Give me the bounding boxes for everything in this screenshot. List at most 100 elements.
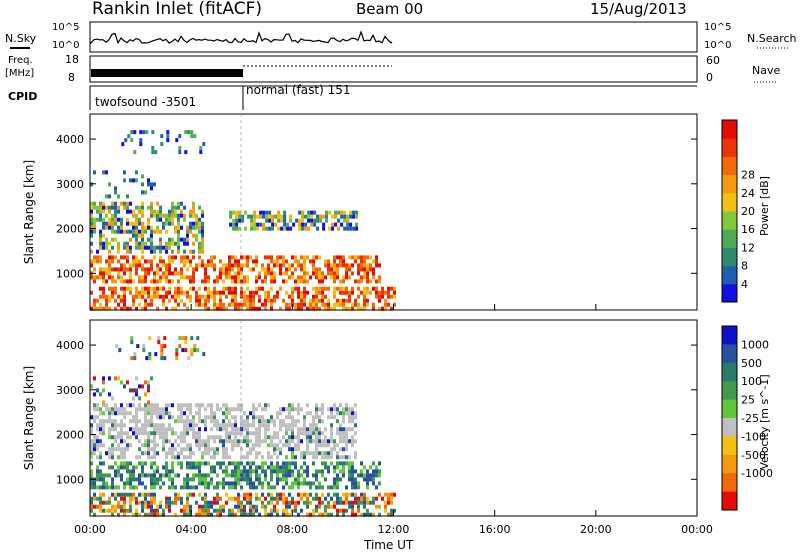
echo-cell <box>336 451 339 456</box>
echo-cell <box>213 298 216 303</box>
echo-cell <box>90 213 93 218</box>
echo-cell <box>240 461 243 466</box>
echo-cell <box>210 411 213 416</box>
echo-cell <box>246 455 249 460</box>
echo-cell <box>195 411 198 416</box>
echo-cell <box>204 461 207 466</box>
echo-cell <box>225 286 228 291</box>
echo-cell <box>237 465 240 470</box>
echo-cell <box>246 431 249 436</box>
echo-cell <box>282 263 285 268</box>
echo-cell <box>204 427 207 432</box>
echo-cell <box>138 279 141 284</box>
echo-cell <box>207 485 210 490</box>
echo-cell <box>184 150 188 155</box>
echo-cell <box>168 298 171 303</box>
echo-cell <box>288 473 291 478</box>
echo-cell <box>249 302 252 307</box>
echo-cell <box>310 218 314 223</box>
echo-cell <box>237 492 240 497</box>
echo-cell <box>357 500 360 505</box>
echo-cell <box>216 485 219 490</box>
echo-cell <box>114 279 117 284</box>
echo-cell <box>105 225 108 230</box>
echo-cell <box>123 294 126 299</box>
echo-cell <box>156 213 159 218</box>
echo-cell <box>139 138 143 143</box>
echo-cell <box>285 267 288 272</box>
echo-cell <box>159 205 162 210</box>
echo-cell <box>222 263 225 268</box>
echo-cell <box>294 500 297 505</box>
echo-cell <box>135 419 138 424</box>
echo-cell <box>135 427 138 432</box>
echo-cell <box>264 306 267 311</box>
echo-cell <box>114 411 117 416</box>
echo-cell <box>270 477 273 482</box>
noise-strip: N.Sky 10^5 10^0 10^5 10^0 N.Search <box>5 21 797 53</box>
echo-cell <box>126 205 129 210</box>
echo-cell <box>312 263 315 268</box>
echo-cell <box>99 286 102 291</box>
echo-cell <box>177 435 180 440</box>
echo-cell <box>372 496 375 501</box>
echo-cell <box>138 396 141 401</box>
echo-cell <box>148 336 152 341</box>
echo-cell <box>90 455 93 460</box>
echo-cell <box>336 496 339 501</box>
echo-cell <box>201 209 204 214</box>
echo-cell <box>222 302 225 307</box>
echo-cell <box>243 302 246 307</box>
echo-cell <box>258 271 261 276</box>
echo-cell <box>183 485 186 490</box>
echo-cell <box>123 485 126 490</box>
echo-cell <box>111 225 114 230</box>
echo-cell <box>207 439 210 444</box>
echo-cell <box>207 290 210 295</box>
echo-cell <box>204 298 207 303</box>
echo-cell <box>357 496 360 501</box>
echo-cell <box>184 130 188 135</box>
echo-cell <box>189 249 192 254</box>
echo-cell <box>153 423 156 428</box>
echo-cell <box>198 481 201 486</box>
echo-cell <box>216 481 219 486</box>
echo-cell <box>204 473 207 478</box>
echo-cell <box>153 407 156 412</box>
echo-cell <box>273 259 276 264</box>
echo-cell <box>318 271 321 276</box>
echo-cell <box>141 423 144 428</box>
echo-cell <box>246 461 249 466</box>
echo-cell <box>240 271 243 276</box>
echo-cell <box>126 477 129 482</box>
echo-cell <box>288 415 291 420</box>
echo-cell <box>181 348 185 353</box>
echo-cell <box>141 384 144 389</box>
echo-cell <box>186 508 189 513</box>
echo-cell <box>174 271 177 276</box>
echo-cell <box>321 500 324 505</box>
echo-cell <box>243 423 246 428</box>
echo-cell <box>270 500 273 505</box>
echo-cell <box>141 286 144 291</box>
echo-cell <box>219 465 222 470</box>
echo-cell <box>189 213 192 218</box>
echo-cell <box>213 447 216 452</box>
echo-cell <box>339 500 342 505</box>
echo-cell <box>141 465 144 470</box>
echo-cell <box>198 504 201 509</box>
echo-cell <box>120 380 123 385</box>
echo-cell <box>129 263 132 268</box>
echo-cell <box>303 469 306 474</box>
echo-cell <box>160 352 164 357</box>
y-tick-label: 3000 <box>56 384 84 397</box>
echo-cell <box>289 214 293 219</box>
echo-cell <box>306 403 309 408</box>
echo-cell <box>117 205 120 210</box>
echo-cell <box>246 275 249 280</box>
echo-cell <box>243 419 246 424</box>
echo-cell <box>363 275 366 280</box>
colorbar-segment <box>722 491 737 511</box>
echo-cell <box>222 279 225 284</box>
